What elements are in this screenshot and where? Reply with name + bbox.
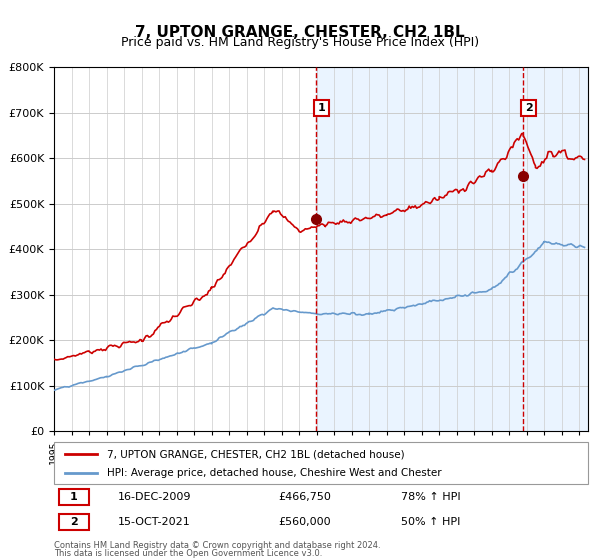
Text: 78% ↑ HPI: 78% ↑ HPI — [401, 492, 461, 502]
Text: HPI: Average price, detached house, Cheshire West and Chester: HPI: Average price, detached house, Ches… — [107, 468, 442, 478]
Text: 50% ↑ HPI: 50% ↑ HPI — [401, 517, 460, 527]
Text: 15-OCT-2021: 15-OCT-2021 — [118, 517, 191, 527]
Text: 2: 2 — [525, 103, 533, 113]
Bar — [316, 67, 588, 431]
Text: £466,750: £466,750 — [278, 492, 331, 502]
Text: Price paid vs. HM Land Registry's House Price Index (HPI): Price paid vs. HM Land Registry's House … — [121, 36, 479, 49]
Text: 1: 1 — [317, 103, 325, 113]
Text: 2: 2 — [70, 517, 77, 527]
Text: 16-DEC-2009: 16-DEC-2009 — [118, 492, 191, 502]
Text: Contains HM Land Registry data © Crown copyright and database right 2024.: Contains HM Land Registry data © Crown c… — [54, 541, 380, 550]
Text: 1: 1 — [70, 492, 77, 502]
Text: 7, UPTON GRANGE, CHESTER, CH2 1BL: 7, UPTON GRANGE, CHESTER, CH2 1BL — [135, 25, 465, 40]
FancyBboxPatch shape — [59, 514, 89, 530]
FancyBboxPatch shape — [59, 489, 89, 505]
Text: £560,000: £560,000 — [278, 517, 331, 527]
Text: 7, UPTON GRANGE, CHESTER, CH2 1BL (detached house): 7, UPTON GRANGE, CHESTER, CH2 1BL (detac… — [107, 449, 405, 459]
FancyBboxPatch shape — [54, 442, 588, 484]
Text: This data is licensed under the Open Government Licence v3.0.: This data is licensed under the Open Gov… — [54, 549, 322, 558]
